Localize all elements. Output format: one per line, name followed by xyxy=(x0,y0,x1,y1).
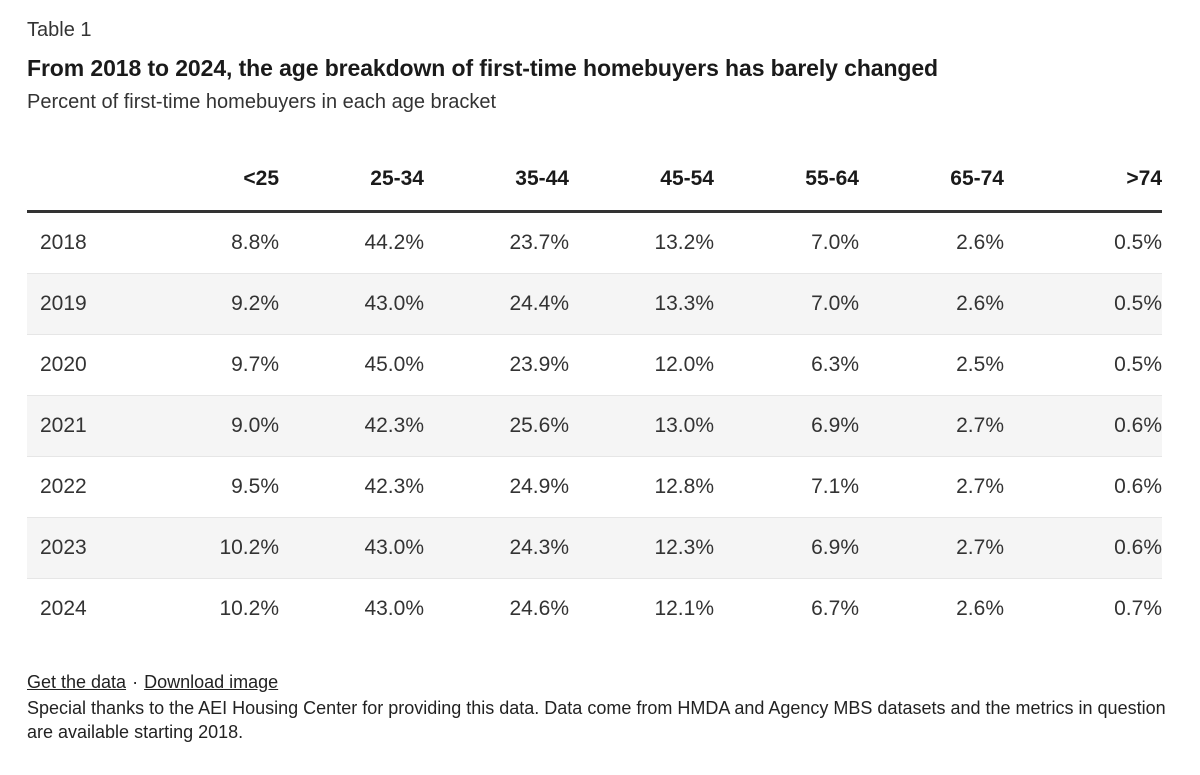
value-cell: 43.0% xyxy=(364,597,424,620)
value-cell: 2.5% xyxy=(859,334,1004,396)
value-cell: 2.6% xyxy=(859,211,1004,274)
value-cell: 6.9% xyxy=(714,395,859,457)
value-cell: 2.7% xyxy=(859,395,1004,457)
table-row: 2021 9.0% 42.3% 25.6% 13.0% 6.9% 2.7% 0.6% xyxy=(27,395,1162,457)
value-cell: 0.6% xyxy=(1004,517,1162,579)
header-row: <25 25-34 35-44 45-54 55-64 65-74 >74 xyxy=(27,148,1162,213)
value-cell: 8.8% xyxy=(132,211,279,274)
value-cell: 10.2% xyxy=(219,597,279,620)
footer: Get the data · Download image Special than… xyxy=(27,670,1167,744)
row-year: 2021 xyxy=(27,395,132,457)
value-cell: 2.7% xyxy=(859,456,1004,518)
value-cell: 0.7% xyxy=(1114,597,1162,620)
value-cell: 9.5% xyxy=(132,456,279,518)
value-cell: 6.3% xyxy=(714,334,859,396)
column-header: 45-54 xyxy=(569,148,714,213)
value-cell: 7.0% xyxy=(714,211,859,274)
row-year: 2023 xyxy=(27,517,132,579)
table-row: 2018 8.8% 44.2% 23.7% 13.2% 7.0% 2.6% 0.5% xyxy=(27,211,1162,274)
value-cell: 12.0% xyxy=(569,334,714,396)
value-cell: 43.0% xyxy=(279,273,424,335)
table-row: 2020 9.7% 45.0% 23.9% 12.0% 6.3% 2.5% 0.5% xyxy=(27,334,1162,396)
value-cell: 24.6% xyxy=(509,597,569,620)
value-cell: 2.6% xyxy=(956,597,1004,620)
table-number: Table 1 xyxy=(27,19,92,41)
value-cell: 0.6% xyxy=(1004,395,1162,457)
source-note: Special thanks to the AEI Housing Center… xyxy=(27,698,1166,742)
row-year: 2018 xyxy=(27,211,132,274)
table-row: 2019 9.2% 43.0% 24.4% 13.3% 7.0% 2.6% 0.5% xyxy=(27,273,1162,335)
column-header: <25 xyxy=(132,148,279,213)
value-cell: 7.0% xyxy=(714,273,859,335)
value-cell: 25.6% xyxy=(424,395,569,457)
value-cell: 13.0% xyxy=(569,395,714,457)
row-year: 2020 xyxy=(27,334,132,396)
value-cell: 13.3% xyxy=(569,273,714,335)
value-cell: 24.3% xyxy=(424,517,569,579)
value-cell: 0.6% xyxy=(1004,456,1162,518)
value-cell: 12.3% xyxy=(569,517,714,579)
value-cell: 42.3% xyxy=(279,456,424,518)
column-header: 55-64 xyxy=(714,148,859,213)
value-cell: 2.6% xyxy=(859,273,1004,335)
data-table: <25 25-34 35-44 45-54 55-64 65-74 >74 2018 8.8%… xyxy=(27,148,1162,639)
table-row: 2022 9.5% 42.3% 24.9% 12.8% 7.1% 2.7% 0.6% xyxy=(27,456,1162,518)
table-row: 2024 10.2% 43.0% 24.6% 12.1% 6.7% 2.6% 0.7% xyxy=(27,579,1162,640)
table-figure: Table 1 From 2018 to 2024, the age break… xyxy=(27,18,1162,620)
value-cell: 0.5% xyxy=(1004,273,1162,335)
value-cell: 23.7% xyxy=(424,211,569,274)
value-cell: 12.8% xyxy=(569,456,714,518)
value-cell: 12.1% xyxy=(654,597,714,620)
column-header: 35-44 xyxy=(424,148,569,213)
value-cell: 44.2% xyxy=(279,211,424,274)
header-year-cell xyxy=(27,148,132,213)
value-cell: 10.2% xyxy=(132,517,279,579)
column-header: 65-74 xyxy=(859,148,1004,213)
value-cell: 6.9% xyxy=(714,517,859,579)
link-separator: · xyxy=(132,672,139,692)
value-cell: 7.1% xyxy=(714,456,859,518)
value-cell: 0.5% xyxy=(1004,211,1162,274)
table-subtitle: Percent of first-time homebuyers in each… xyxy=(27,91,497,113)
value-cell: 42.3% xyxy=(279,395,424,457)
download-image-link[interactable]: Download image xyxy=(144,672,279,692)
value-cell: 9.0% xyxy=(132,395,279,457)
row-year: 2019 xyxy=(27,273,132,335)
get-data-link[interactable]: Get the data xyxy=(27,672,127,692)
value-cell: 13.2% xyxy=(569,211,714,274)
value-cell: 43.0% xyxy=(279,517,424,579)
row-year: 2024 xyxy=(40,597,87,620)
column-header: >74 xyxy=(1004,148,1162,213)
value-cell: 9.7% xyxy=(132,334,279,396)
footer-links: Get the data · Download image xyxy=(27,670,1167,694)
table-row: 2023 10.2% 43.0% 24.3% 12.3% 6.9% 2.7% 0.6% xyxy=(27,517,1162,579)
table-title: From 2018 to 2024, the age breakdown of … xyxy=(27,55,939,81)
value-cell: 23.9% xyxy=(424,334,569,396)
value-cell: 24.4% xyxy=(424,273,569,335)
value-cell: 24.9% xyxy=(424,456,569,518)
table-body: 2018 8.8% 44.2% 23.7% 13.2% 7.0% 2.6% 0.5% 2019 9… xyxy=(27,211,1162,640)
value-cell: 2.7% xyxy=(859,517,1004,579)
row-year: 2022 xyxy=(27,456,132,518)
column-header: 25-34 xyxy=(279,148,424,213)
value-cell: 45.0% xyxy=(279,334,424,396)
value-cell: 9.2% xyxy=(132,273,279,335)
value-cell: 0.5% xyxy=(1004,334,1162,396)
value-cell: 6.7% xyxy=(811,597,859,620)
